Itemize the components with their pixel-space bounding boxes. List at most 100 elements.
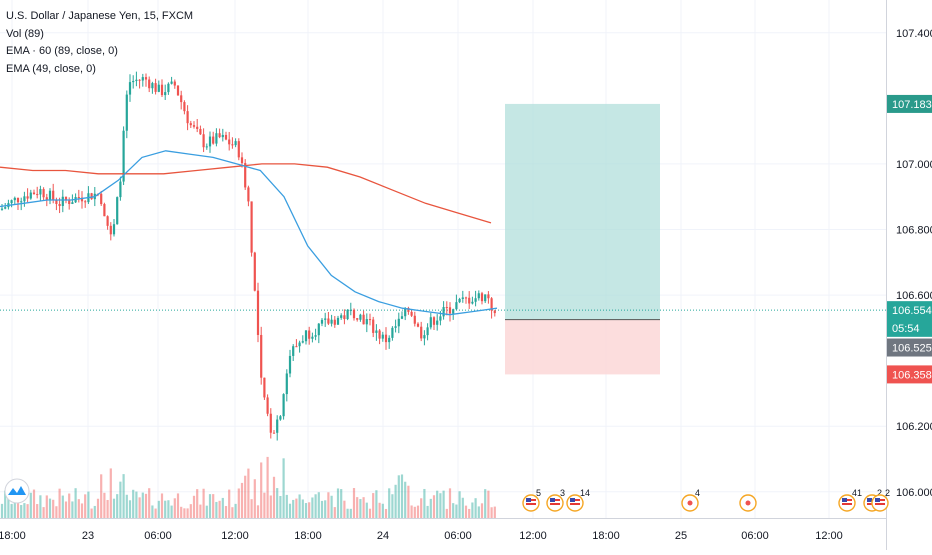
flag-stripe — [570, 503, 580, 505]
volume-bar — [80, 503, 84, 518]
candle-body — [224, 134, 228, 140]
candle-body — [452, 309, 455, 314]
volume-bar — [205, 505, 208, 518]
volume-bar — [135, 491, 138, 518]
price-badge — [887, 301, 932, 320]
flag-stripe — [526, 503, 536, 505]
event-dot-center — [745, 500, 751, 506]
volume-bar — [468, 508, 471, 518]
volume-bar — [320, 500, 324, 518]
volume-bar — [157, 500, 160, 518]
candle-body — [23, 196, 26, 202]
volume-bar — [256, 505, 260, 518]
candle-body — [455, 302, 458, 310]
candle-body — [490, 298, 493, 311]
volume-bar — [304, 503, 308, 518]
candle-body — [109, 225, 112, 235]
y-tick-label: 106.600 — [896, 290, 932, 302]
volume-bar — [484, 489, 487, 518]
candle-body — [279, 416, 282, 420]
candle-body — [244, 163, 247, 188]
legend-symbol[interactable]: U.S. Dollar / Japanese Yen, 15, FXCM — [6, 10, 194, 22]
candle-body — [202, 134, 205, 148]
candle-body — [170, 81, 173, 84]
candle-body — [215, 133, 218, 144]
candle-body — [36, 194, 39, 196]
volume-bar — [170, 505, 173, 518]
candle-body — [416, 323, 420, 327]
price-badge — [887, 365, 932, 384]
volume-bar — [244, 475, 247, 518]
volume-bar — [292, 499, 295, 518]
volume-bar — [381, 503, 384, 518]
candle-body — [384, 334, 388, 343]
candle-body — [471, 301, 474, 304]
volume-bar — [100, 474, 103, 518]
candle-body — [458, 298, 461, 303]
candle-body — [324, 318, 327, 320]
candle-body — [292, 346, 295, 356]
volume-bar — [477, 506, 480, 518]
candle-body — [314, 335, 317, 337]
volume-bar — [151, 505, 154, 518]
volume-bar — [407, 485, 410, 518]
candle-body — [164, 92, 167, 96]
candle-body — [343, 315, 346, 320]
candle-body — [151, 83, 154, 89]
candle-body — [80, 197, 84, 202]
volume-bar — [471, 502, 474, 518]
volume-bar — [436, 490, 439, 518]
volume-bar — [132, 489, 135, 518]
candle-body — [320, 319, 324, 324]
position-zones — [0, 103, 886, 375]
volume-bar — [461, 497, 464, 518]
candle-body — [68, 200, 71, 204]
volume-bar — [372, 493, 375, 518]
volume-bar — [378, 502, 381, 518]
candle-body — [112, 224, 116, 235]
tradingview-logo-icon — [4, 478, 30, 504]
volume-bar — [164, 500, 167, 518]
candle-body — [125, 94, 128, 131]
volume-bar — [116, 494, 119, 518]
volume-bar — [260, 462, 263, 518]
x-tick-label: 23 — [82, 530, 94, 542]
candle-body — [298, 342, 301, 347]
candle-body — [231, 144, 234, 146]
candle-body — [432, 317, 436, 325]
volume-bar — [490, 507, 493, 518]
legend-volume[interactable]: Vol (89) — [6, 27, 44, 40]
volume-bar — [173, 498, 176, 518]
legend-ema-49[interactable]: EMA (49, close, 0) — [6, 62, 96, 75]
flag-canton — [570, 498, 575, 502]
volume-bar — [218, 500, 221, 518]
candle-body — [29, 192, 32, 199]
legend-ema-60[interactable]: EMA · 60 (89, close, 0) — [6, 45, 118, 57]
candle-body — [55, 199, 58, 204]
volume-bar — [77, 499, 80, 518]
candle-body — [196, 126, 199, 129]
volume-bar — [266, 456, 269, 518]
candle-body — [400, 316, 404, 319]
candle-body — [340, 315, 343, 318]
volume-bar — [68, 493, 71, 518]
loss-zone — [505, 319, 660, 375]
volume-bar — [154, 508, 157, 518]
candle-body — [228, 139, 231, 145]
volume-bar — [317, 492, 320, 518]
candle-body — [119, 181, 122, 198]
candle-body — [311, 336, 314, 339]
y-tick-label: 107.000 — [896, 159, 932, 171]
volume-bar — [74, 488, 77, 518]
volume-bar — [196, 489, 199, 518]
volume-bar — [32, 489, 36, 518]
candle-body — [42, 189, 45, 198]
volume-bar — [212, 494, 215, 518]
volume-bar — [356, 497, 359, 518]
flag-stripe — [550, 503, 560, 505]
volume-bar — [400, 474, 404, 518]
candle-body — [391, 327, 394, 338]
volume-bar — [429, 498, 432, 518]
